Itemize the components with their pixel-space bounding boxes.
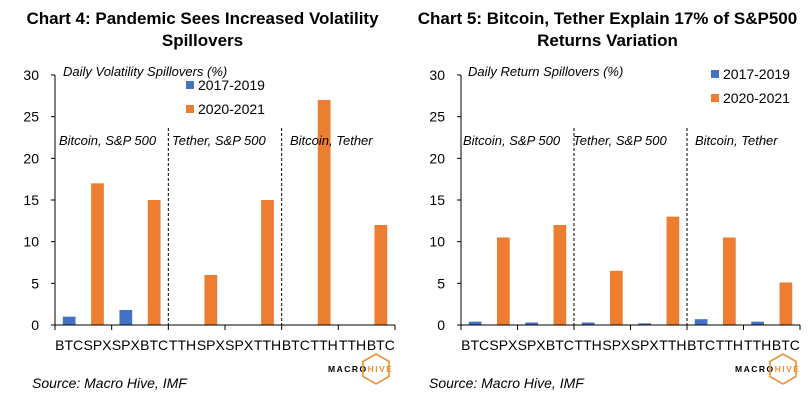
group-label: Tether, S&P 500 bbox=[573, 133, 667, 148]
logo-word-hive: HIVE bbox=[367, 364, 394, 374]
y-tick-label: 25 bbox=[429, 109, 445, 125]
y-tick-label: 0 bbox=[31, 317, 39, 333]
hexagon-icon bbox=[769, 353, 797, 385]
bar-series-2020-2021 bbox=[666, 216, 680, 325]
y-tick-label: 5 bbox=[437, 275, 445, 291]
bar-series-2017-2019 bbox=[119, 310, 133, 325]
source-note: Source: Macro Hive, IMF bbox=[32, 375, 187, 391]
y-tick-label: 30 bbox=[23, 67, 39, 83]
bar-series-2020-2021 bbox=[779, 282, 793, 325]
x-tick-label: SPX bbox=[602, 337, 631, 353]
legend-label: 2020-2021 bbox=[198, 101, 265, 117]
source-note: Source: Macro Hive, IMF bbox=[429, 375, 584, 391]
x-tick-label: SPX bbox=[83, 337, 112, 353]
y-tick-label: 30 bbox=[429, 67, 445, 83]
bar-series-2017-2019 bbox=[525, 322, 538, 325]
bar-series-2020-2021 bbox=[497, 237, 510, 325]
chart-title-line-1: Chart 4: Pandemic Sees Increased Volatil… bbox=[26, 9, 379, 28]
x-tick-label: TTH bbox=[311, 337, 338, 353]
bar-series-2020-2021 bbox=[147, 200, 161, 325]
bar-series-2020-2021 bbox=[610, 270, 623, 325]
y-tick-label: 20 bbox=[23, 150, 39, 166]
bar-series-2020-2021 bbox=[317, 100, 331, 325]
logo-word-macro: MACRO bbox=[735, 364, 775, 374]
x-tick-label: TTH bbox=[575, 337, 602, 353]
chart-title-line-1: Chart 5: Bitcoin, Tether Explain 17% of … bbox=[417, 9, 798, 28]
legend-swatch bbox=[711, 70, 719, 78]
x-tick-label: SPX bbox=[197, 337, 226, 353]
logo-word-macro: MACRO bbox=[328, 364, 368, 374]
bar-series-2017-2019 bbox=[751, 321, 764, 325]
chart-title-line-2: Returns Variation bbox=[537, 31, 678, 50]
x-tick-label: SPX bbox=[112, 337, 141, 353]
logo-wordmark: MACROHIVE bbox=[328, 364, 393, 374]
logo-word-hive: HIVE bbox=[774, 364, 801, 374]
legend-swatch bbox=[186, 105, 194, 113]
macro-hive-logo: MACROHIVE bbox=[328, 353, 402, 385]
x-tick-label: BTC bbox=[687, 337, 715, 353]
chart-panel-5: Chart 5: Bitcoin, Tether Explain 17% of … bbox=[405, 0, 810, 404]
x-tick-label: TTH bbox=[169, 337, 196, 353]
bar-series-2017-2019 bbox=[62, 316, 76, 325]
bar-series-2017-2019 bbox=[694, 319, 708, 325]
x-tick-label: TTH bbox=[716, 337, 743, 353]
bar-series-2020-2021 bbox=[553, 225, 567, 325]
chart-panel-4: Chart 4: Pandemic Sees Increased Volatil… bbox=[0, 8, 405, 391]
bar-series-2020-2021 bbox=[723, 237, 736, 325]
x-tick-label: BTC bbox=[140, 337, 168, 353]
legend-swatch bbox=[186, 81, 194, 89]
x-tick-label: BTC bbox=[546, 337, 574, 353]
hexagon-icon bbox=[362, 353, 390, 385]
bar-series-2017-2019 bbox=[581, 322, 595, 325]
y-tick-label: 15 bbox=[23, 192, 39, 208]
x-tick-label: TTH bbox=[254, 337, 281, 353]
x-tick-label: BTC bbox=[367, 337, 395, 353]
group-label: Bitcoin, S&P 500 bbox=[463, 133, 561, 148]
y-tick-label: 15 bbox=[429, 192, 445, 208]
legend-label: 2017-2019 bbox=[723, 66, 790, 82]
chart-title: Chart 5: Bitcoin, Tether Explain 17% of … bbox=[405, 8, 810, 52]
x-tick-label: BTC bbox=[461, 337, 489, 353]
x-tick-label: TTH bbox=[339, 337, 366, 353]
bar-series-2020-2021 bbox=[374, 225, 388, 325]
y-tick-label: 25 bbox=[23, 109, 39, 125]
y-tick-label: 10 bbox=[429, 234, 445, 250]
group-label: Bitcoin, S&P 500 bbox=[59, 133, 157, 148]
y-tick-label: 20 bbox=[429, 150, 445, 166]
bar-series-2017-2019 bbox=[638, 323, 651, 325]
y-tick-label: 5 bbox=[31, 275, 39, 291]
legend-swatch bbox=[711, 94, 719, 102]
group-label: Bitcoin, Tether bbox=[290, 133, 373, 148]
x-tick-label: BTC bbox=[772, 337, 800, 353]
x-tick-label: TTH bbox=[659, 337, 686, 353]
group-label: Tether, S&P 500 bbox=[172, 133, 266, 148]
y-axis-label: Daily Volatility Spillovers (%) bbox=[63, 64, 227, 79]
chart-title-line-2: Spillovers bbox=[161, 31, 244, 50]
macro-hive-logo: MACROHIVE bbox=[735, 353, 809, 385]
bar-series-2020-2021 bbox=[204, 275, 218, 325]
bar-series-2020-2021 bbox=[261, 200, 274, 325]
legend-label: 2017-2019 bbox=[198, 77, 265, 93]
x-tick-label: BTC bbox=[282, 337, 310, 353]
x-tick-label: SPX bbox=[225, 337, 254, 353]
legend-label: 2020-2021 bbox=[723, 90, 790, 106]
x-tick-label: SPX bbox=[518, 337, 547, 353]
x-tick-label: TTH bbox=[744, 337, 771, 353]
y-tick-label: 0 bbox=[437, 317, 445, 333]
y-tick-label: 10 bbox=[23, 234, 39, 250]
x-tick-label: SPX bbox=[631, 337, 660, 353]
group-label: Bitcoin, Tether bbox=[695, 133, 778, 148]
y-axis-label: Daily Return Spillovers (%) bbox=[468, 64, 623, 79]
bar-series-2020-2021 bbox=[91, 183, 104, 325]
x-tick-label: BTC bbox=[55, 337, 83, 353]
bar-series-2017-2019 bbox=[468, 321, 482, 325]
chart-title: Chart 4: Pandemic Sees Increased Volatil… bbox=[0, 8, 405, 52]
x-tick-label: SPX bbox=[489, 337, 518, 353]
logo-wordmark: MACROHIVE bbox=[735, 364, 800, 374]
